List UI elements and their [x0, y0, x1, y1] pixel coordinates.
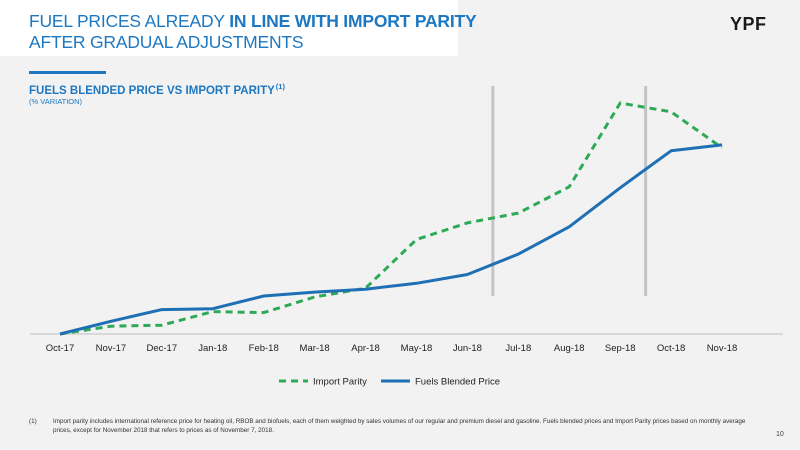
- page-title-emphasis: IN LINE WITH IMPORT PARITY: [229, 11, 477, 31]
- series-lines: [59, 101, 723, 336]
- x-tick-label: Jul-18: [505, 343, 531, 354]
- chart-legend: Import Parity Fuels Blended Price: [279, 377, 500, 388]
- x-tick-label: May-18: [401, 343, 433, 354]
- x-tick-label: Oct-17: [46, 343, 75, 354]
- vertical-markers: [491, 86, 648, 296]
- x-tick-label: Dec-17: [146, 343, 177, 354]
- chart-title-footnote-ref: (1): [275, 82, 285, 91]
- x-tick-label: Nov-18: [707, 343, 738, 354]
- x-tick-label: Mar-18: [300, 343, 330, 354]
- series-line-import-parity: [59, 101, 723, 336]
- series-line-fuels-blended-price: [59, 143, 723, 336]
- section-accent-bar: [29, 71, 106, 74]
- x-tick-label: Feb-18: [249, 343, 279, 354]
- vertical-marker-2: [644, 86, 648, 296]
- x-tick-label: Sep-18: [605, 343, 636, 354]
- footnote-mark: (1): [29, 418, 37, 425]
- ypf-logo: YPF: [730, 14, 767, 34]
- page-title-regular: FUEL PRICES ALREADY: [29, 11, 230, 31]
- x-axis-tick-labels: Oct-17 Nov-17 Dec-17 Jan-18 Feb-18 Mar-18 Apr-…: [46, 343, 738, 354]
- x-tick-label: Nov-17: [96, 343, 127, 354]
- x-tick-label: Oct-18: [657, 343, 686, 354]
- page-number: 10: [776, 431, 784, 438]
- vertical-marker-1: [491, 86, 495, 296]
- x-tick-label: Jan-18: [198, 343, 227, 354]
- page-title-line-1: FUEL PRICES ALREADY IN LINE WITH IMPORT …: [29, 11, 477, 32]
- chart-title: FUELS BLENDED PRICE VS IMPORT PARITY(1): [29, 82, 285, 97]
- footnote-text: Import parity includes international ref…: [53, 418, 746, 434]
- title-box: FUEL PRICES ALREADY IN LINE WITH IMPORT …: [0, 0, 477, 56]
- chart-title-text: FUELS BLENDED PRICE VS IMPORT PARITY: [29, 85, 275, 97]
- x-tick-label: Aug-18: [554, 343, 585, 354]
- x-tick-label: Jun-18: [453, 343, 482, 354]
- page-title-line-2: AFTER GRADUAL ADJUSTMENTS: [29, 32, 304, 52]
- legend-label-import-parity: Import Parity: [313, 377, 367, 388]
- footnote: (1) Import parity includes international…: [29, 417, 759, 435]
- x-tick-label: Apr-18: [351, 343, 380, 354]
- legend-label-fuels-blended-price: Fuels Blended Price: [415, 377, 500, 388]
- chart-subtitle: (% VARIATION): [29, 97, 83, 106]
